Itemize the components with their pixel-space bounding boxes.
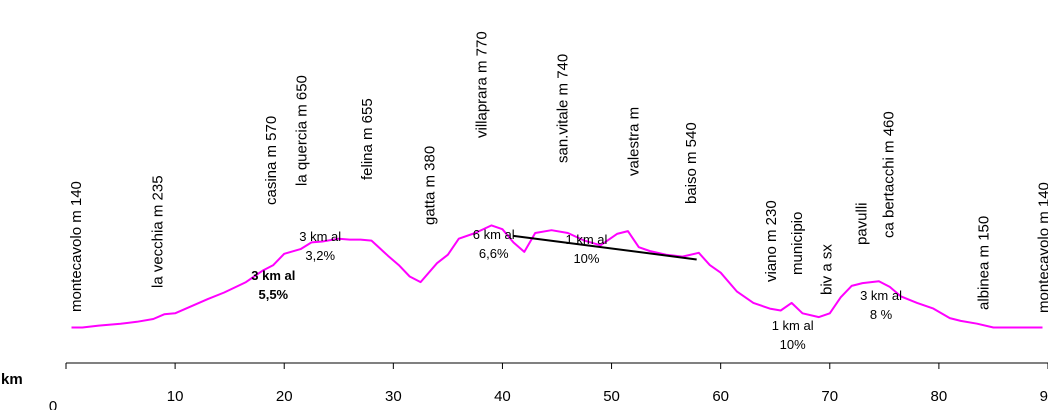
place-label: valestra m xyxy=(625,107,642,176)
x-axis: 0 10 20 30 40 50 60 70 80 90 km xyxy=(1,362,1048,410)
place-label: gatta m 380 xyxy=(421,146,438,225)
place-label: san.vitale m 740 xyxy=(554,54,571,163)
place-label: viano m 230 xyxy=(763,200,780,282)
place-label: montecavolo m 140 xyxy=(68,181,85,312)
x-tick-label: 90 xyxy=(1040,388,1048,405)
gradient-annotation: 6,6% xyxy=(479,246,509,261)
place-label: pavulli xyxy=(853,202,870,245)
gradient-annotation: 3 km al xyxy=(299,229,341,244)
place-label: casina m 570 xyxy=(263,116,280,205)
reference-segment xyxy=(513,234,697,261)
x-tick-label: 70 xyxy=(821,388,838,405)
place-label: biv a sx xyxy=(819,244,836,295)
place-label: la quercia m 650 xyxy=(294,75,311,186)
x-tick-label: 20 xyxy=(276,388,293,405)
place-label: municipio xyxy=(789,212,806,275)
x-tick-label: 0 xyxy=(49,398,57,410)
gradient-annotation: 1 km al xyxy=(772,318,814,333)
x-axis-unit: km xyxy=(1,371,23,388)
place-label: albinea m 150 xyxy=(976,216,993,310)
x-tick-label: 60 xyxy=(712,388,729,405)
place-label: villaprara m 770 xyxy=(474,31,491,138)
place-label: baiso m 540 xyxy=(683,122,700,204)
elevation-profile xyxy=(71,224,1043,329)
gradient-annotation: 8 % xyxy=(870,307,893,322)
place-label: la vecchia m 235 xyxy=(150,175,167,288)
x-tick-label: 10 xyxy=(167,388,184,405)
gradient-annotation: 10% xyxy=(780,337,806,352)
gradient-annotation: 6 km al xyxy=(473,227,515,242)
place-label: felina m 655 xyxy=(359,98,376,180)
x-tick-label: 40 xyxy=(494,388,511,405)
elevation-line xyxy=(71,224,1043,329)
x-tick-label: 50 xyxy=(603,388,620,405)
gradient-annotation: 1 km al xyxy=(566,232,608,247)
gradient-annotation: 3 km al xyxy=(251,268,295,283)
reference-line xyxy=(513,234,697,261)
gradient-annotations: 3 km al 3,2% 3 km al 5,5% 6 km al 6,6% 1 km al… xyxy=(251,227,902,352)
gradient-annotation: 3,2% xyxy=(305,248,335,263)
x-tick-label: 30 xyxy=(385,388,402,405)
gradient-annotation: 3 km al xyxy=(860,288,902,303)
gradient-annotation: 10% xyxy=(573,251,599,266)
x-tick-label: 80 xyxy=(931,388,948,405)
place-labels: montecavolo m 140 la vecchia m 235 casina … xyxy=(68,31,1048,313)
place-label: montecavolo m 140 xyxy=(1036,182,1048,313)
gradient-annotation: 5,5% xyxy=(258,287,288,302)
place-label: ca bertacchi m 460 xyxy=(881,111,898,238)
